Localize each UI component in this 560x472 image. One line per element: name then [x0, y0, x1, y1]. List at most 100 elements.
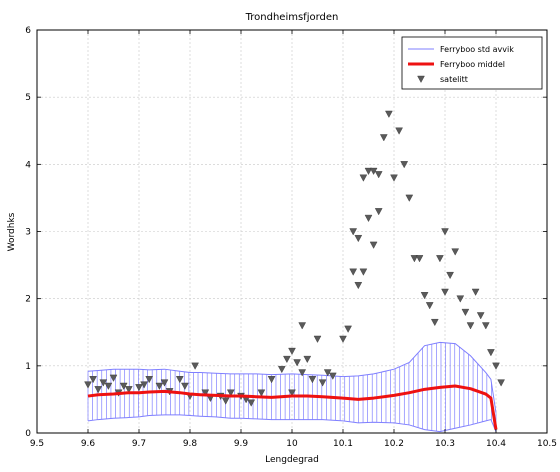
satellite-marker — [267, 376, 276, 384]
satellite-marker — [308, 376, 317, 384]
satellite-marker — [481, 322, 490, 330]
satellite-marker — [400, 161, 409, 169]
satellite-marker — [410, 255, 419, 263]
satellite-marker — [175, 376, 184, 384]
x-tick-label: 10.1 — [333, 439, 353, 449]
satellite-marker — [420, 292, 429, 300]
y-tick-label: 4 — [25, 160, 31, 170]
satellite-marker — [425, 302, 434, 310]
satellite-marker — [191, 362, 199, 370]
satellite-marker — [89, 376, 97, 384]
satellite-marker — [283, 355, 291, 364]
satellite-marker — [364, 167, 373, 175]
legend-marker-satellite — [417, 75, 425, 83]
satellite-marker — [390, 174, 398, 182]
chart-title: Trondheimsfjorden — [245, 12, 339, 23]
y-tick-label: 0 — [25, 429, 31, 439]
legend-label: satelitt — [440, 75, 468, 84]
y-tick-label: 1 — [25, 362, 31, 372]
satellite-marker — [247, 399, 256, 407]
x-tick-label: 9.9 — [234, 439, 249, 449]
mean-line — [87, 384, 498, 430]
y-tick-label: 6 — [25, 26, 31, 36]
satellite-marker — [379, 134, 388, 142]
y-tick-label: 2 — [25, 295, 31, 305]
satellite-marker — [374, 171, 383, 179]
satellite-marker — [221, 397, 230, 405]
satellite-marker — [277, 365, 286, 374]
satellite-marker — [456, 295, 465, 303]
satellite-marker — [497, 379, 505, 387]
satellite-marker — [84, 381, 92, 389]
satellite-marker — [104, 382, 113, 390]
tick-labels: 9.5 9.6 9.7 9.8 9.9 10 10.1 10.2 10.3 10.4 10.5 0 1 2… — [25, 26, 557, 449]
satellite-marker — [155, 382, 164, 390]
satellite-marker — [303, 355, 312, 364]
x-tick-label: 9.7 — [132, 439, 146, 449]
x-tick-label: 9.5 — [30, 439, 44, 449]
satellite-marker — [451, 248, 460, 256]
satellite-marker — [298, 322, 307, 330]
satellite-marker — [140, 381, 148, 389]
std-lower-line — [87, 414, 497, 433]
satellite-marker — [313, 335, 322, 343]
satellite-marker — [369, 241, 378, 249]
mean-line-path — [87, 384, 498, 430]
satellite-marker — [374, 208, 383, 216]
satellite-marker — [226, 389, 235, 397]
satellite-marker — [135, 384, 143, 392]
satellite-marker — [430, 318, 439, 327]
std-upper-line — [87, 341, 497, 413]
satellite-marker — [395, 127, 403, 135]
satellite-marker — [344, 325, 352, 333]
satellite-marker — [288, 389, 296, 397]
y-axis-label: Wordhks — [7, 212, 17, 251]
satellite-marker — [201, 389, 210, 397]
satellite-marker — [436, 255, 444, 263]
satellite-marker — [318, 379, 327, 387]
satellite-marker — [354, 282, 363, 290]
satellite-marker — [339, 335, 347, 343]
satellite-marker — [471, 288, 480, 296]
x-tick-label: 10 — [286, 439, 298, 449]
x-axis-label: Lengdegrad — [265, 455, 319, 465]
satellite-marker — [461, 308, 470, 317]
satellite-marker — [415, 255, 424, 263]
satellite-marker — [349, 228, 358, 236]
x-tick-label: 10.5 — [537, 439, 557, 449]
axes — [36, 29, 548, 434]
satellite-marker — [145, 376, 154, 384]
x-tick-label: 10.2 — [384, 439, 404, 449]
satellite-marker — [288, 347, 296, 355]
satellite-marker — [492, 362, 500, 370]
satellite-marker — [181, 382, 189, 390]
x-tick-label: 9.6 — [81, 439, 96, 449]
x-tick-label: 10.4 — [486, 439, 506, 449]
y-tick-label: 3 — [25, 228, 31, 238]
satellite-marker — [385, 110, 393, 118]
satellite-marker — [405, 194, 414, 202]
satellite-marker — [441, 288, 449, 296]
satellite-marker — [359, 268, 368, 276]
satellite-marker — [349, 268, 358, 276]
satellite-marker — [109, 374, 118, 382]
satellite-marker — [441, 228, 449, 236]
satellite-marker — [124, 386, 133, 394]
legend-label: Ferryboo std avvik — [440, 45, 514, 54]
legend-label: Ferryboo middel — [440, 60, 505, 69]
satellite-marker — [257, 389, 266, 397]
satellite-marker — [328, 372, 337, 380]
satellite-marker — [160, 379, 169, 387]
satellite-marker — [446, 271, 454, 280]
satellite-marker — [298, 369, 307, 377]
satellite-marker — [354, 235, 363, 243]
x-tick-label: 10.3 — [435, 439, 455, 449]
satellite-marker — [94, 386, 103, 394]
satellite-marker — [293, 359, 301, 367]
satellite-marker — [466, 322, 475, 330]
satellite-marker — [487, 349, 495, 357]
y-tick-label: 5 — [25, 93, 31, 103]
legend: Ferryboo std avvik Ferryboo middel satelit… — [401, 36, 543, 90]
